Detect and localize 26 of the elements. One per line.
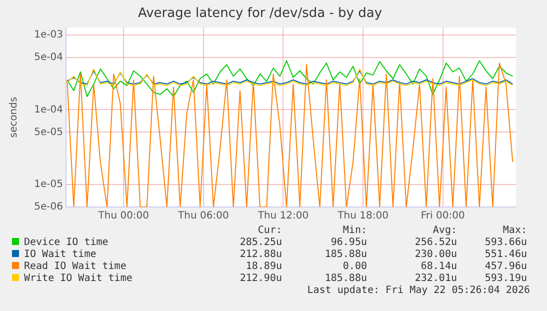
y-tick-label: 1e-03 — [34, 29, 63, 40]
x-tick-label: Thu 06:00 — [177, 210, 229, 222]
legend-label: Device IO time — [24, 237, 108, 248]
legend-label: Write IO Wait time — [24, 273, 132, 284]
y-tick-label: 1e-05 — [34, 179, 63, 190]
y-tick-label: 5e-05 — [34, 126, 63, 138]
legend-label: Read IO Wait time — [24, 261, 126, 272]
y-tick-label: 5e-06 — [34, 202, 63, 213]
text: Avg: — [432, 225, 457, 237]
text: 212.90u 185.88u 232.01u 593.19u — [240, 273, 527, 284]
y-axis-title: seconds — [8, 96, 20, 138]
text: Max: — [502, 225, 527, 237]
text: Min: — [342, 225, 367, 237]
x-tick-label: Thu 12:00 — [256, 210, 309, 222]
chart-title: Average latency for /dev/sda - by day — [138, 6, 382, 22]
x-tick-label: Fri 00:00 — [420, 210, 465, 222]
text: 18.89u 0.00 68.14u 457.96u — [246, 261, 527, 272]
x-tick-label: Thu 00:00 — [97, 210, 150, 222]
legend-label: IO Wait time — [24, 249, 96, 260]
y-tick-label: 5e-04 — [34, 52, 63, 63]
text: Last update: Fri May 22 05:26:04 2026 — [306, 285, 530, 297]
text: 285.25u 96.95u 256.52u 593.66u — [240, 237, 527, 248]
x-tick-label: Thu 18:00 — [336, 210, 388, 222]
text: 212.88u 185.88u 230.00u 551.46u — [240, 249, 527, 260]
y-tick-label: 1e-04 — [34, 104, 63, 116]
text: Cur: — [256, 225, 282, 237]
